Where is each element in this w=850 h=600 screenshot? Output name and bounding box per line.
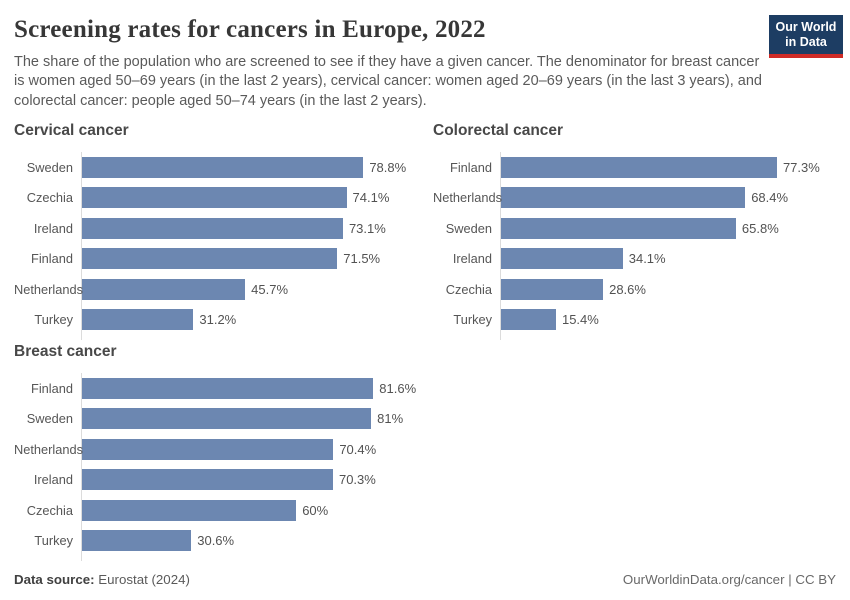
value-label: 73.1%: [348, 220, 386, 236]
value-label: 81%: [377, 411, 404, 427]
facet-colorectal-cancer: Colorectal cancer Finland 77.3% Netherland…: [433, 121, 843, 340]
category-label: Turkey: [453, 312, 492, 328]
data-source-label: Data source:: [14, 572, 95, 587]
value-label: 74.1%: [352, 190, 390, 206]
category-label: Finland: [450, 159, 492, 175]
bar: [82, 309, 194, 331]
value-label: 77.3%: [782, 159, 820, 175]
chart-row: Finland 77.3%: [450, 152, 843, 183]
facet-title: Cervical cancer: [14, 121, 129, 139]
chart-row: Ireland 70.3%: [34, 464, 424, 495]
bar: [501, 309, 556, 331]
category-label: Czechia: [445, 281, 492, 297]
facet-cervical-cancer: Cervical cancer Sweden 78.8% Czechia 74.1% I…: [14, 121, 424, 340]
y-axis-line: [81, 151, 82, 340]
bar: [82, 377, 374, 399]
y-axis-line: [500, 151, 501, 340]
value-label: 31.2%: [199, 312, 237, 328]
value-label: 15.4%: [561, 312, 599, 328]
data-source: Data source: Eurostat (2024): [14, 572, 190, 587]
value-label: 71.5%: [343, 251, 381, 267]
chart-row: Netherlands 68.4%: [433, 182, 843, 213]
chart-row: Ireland 73.1%: [34, 213, 424, 244]
value-label: 68.4%: [751, 190, 789, 206]
category-label: Finland: [31, 380, 73, 396]
category-label: Ireland: [33, 220, 73, 236]
chart-row: Czechia 28.6%: [446, 274, 843, 305]
chart-row: Czechia 74.1%: [27, 182, 424, 213]
page-title: Screening rates for cancers in Europe, 2…: [14, 16, 486, 43]
chart-subtitle: The share of the population who are scre…: [14, 54, 762, 109]
owid-logo-line1: Our World: [775, 20, 837, 34]
chart-row: Netherlands 45.7%: [14, 274, 424, 305]
chart-row: Finland 71.5%: [31, 243, 424, 274]
value-label: 81.6%: [379, 380, 417, 396]
value-label: 70.3%: [338, 472, 376, 488]
category-label: Netherlands: [14, 441, 84, 457]
category-label: Sweden: [26, 411, 73, 427]
facet-title: Breast cancer: [14, 342, 117, 360]
chart-row: Turkey 31.2%: [34, 304, 424, 335]
category-label: Czechia: [26, 502, 73, 518]
chart-row: Turkey 15.4%: [453, 304, 843, 335]
owid-logo: Our World in Data: [769, 15, 843, 58]
value-label: 30.6%: [197, 533, 235, 549]
chart-row: Netherlands 70.4%: [14, 434, 424, 465]
value-label: 78.8%: [369, 159, 407, 175]
value-label: 70.4%: [339, 441, 377, 457]
data-source-value: Eurostat (2024): [98, 572, 190, 587]
category-label: Netherlands: [433, 190, 503, 206]
chart-footer: Data source: Eurostat (2024) OurWorldinD…: [14, 572, 836, 587]
chart-row: Sweden 81%: [27, 403, 424, 434]
bar: [82, 469, 333, 491]
chart-row: Czechia 60%: [27, 495, 424, 526]
value-label: 60%: [302, 502, 329, 518]
charts-grid: Cervical cancer Sweden 78.8% Czechia 74.1% I…: [14, 121, 836, 561]
owid-logo-line2: in Data: [785, 35, 827, 49]
category-label: Netherlands: [14, 281, 84, 297]
bar-rows: Finland 81.6% Sweden 81% Netherlands 70.4% Ire…: [14, 372, 424, 561]
category-label: Ireland: [33, 472, 73, 488]
y-axis-line: [81, 372, 82, 561]
bar: [501, 278, 604, 300]
chart-row: Sweden 78.8%: [27, 152, 424, 183]
chart-row: Ireland 34.1%: [453, 243, 843, 274]
category-label: Sweden: [26, 159, 73, 175]
bar: [82, 530, 192, 552]
bar: [82, 499, 297, 521]
bar: [82, 408, 372, 430]
bar: [501, 248, 623, 270]
bar: [82, 156, 364, 178]
value-label: 34.1%: [628, 251, 666, 267]
value-label: 65.8%: [741, 220, 779, 236]
bar-rows: Sweden 78.8% Czechia 74.1% Ireland 73.1% Finla…: [14, 151, 424, 340]
chart-row: Turkey 30.6%: [34, 525, 424, 556]
category-label: Ireland: [452, 251, 492, 267]
value-label: 28.6%: [609, 281, 646, 297]
category-label: Turkey: [34, 312, 73, 328]
facet-breast-cancer: Breast cancer Finland 81.6% Sweden 81% Nethe…: [14, 342, 424, 561]
bar: [82, 248, 338, 270]
category-label: Sweden: [445, 220, 492, 236]
facet-title: Colorectal cancer: [433, 121, 564, 139]
category-label: Turkey: [34, 533, 73, 549]
value-label: 45.7%: [251, 281, 289, 297]
bar: [501, 217, 736, 239]
category-label: Finland: [31, 251, 73, 267]
bar: [501, 187, 746, 209]
bar-rows: Finland 77.3% Netherlands 68.4% Sweden 65.8% I…: [433, 151, 843, 340]
chart-row: Finland 81.6%: [31, 373, 424, 404]
bar: [82, 278, 246, 300]
chart-row: Sweden 65.8%: [446, 213, 843, 244]
category-label: Czechia: [26, 190, 73, 206]
bar: [82, 217, 343, 239]
bar: [501, 156, 777, 178]
credit-link[interactable]: OurWorldinData.org/cancer | CC BY: [622, 572, 836, 587]
bar: [82, 438, 334, 460]
bar: [82, 187, 347, 209]
